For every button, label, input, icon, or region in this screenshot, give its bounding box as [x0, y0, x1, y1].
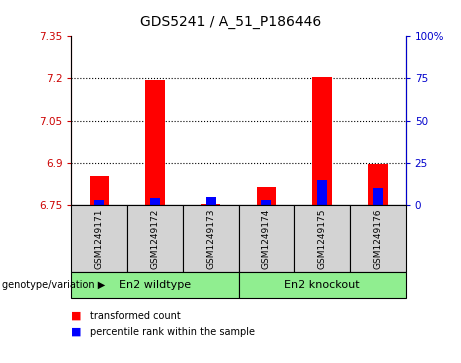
Bar — [201, 204, 220, 205]
Bar — [206, 197, 216, 205]
Text: ■: ■ — [71, 327, 82, 337]
Bar — [317, 180, 327, 205]
Text: En2 wildtype: En2 wildtype — [119, 280, 191, 290]
Text: GSM1249173: GSM1249173 — [206, 208, 215, 269]
Text: ■: ■ — [71, 311, 82, 321]
Bar — [373, 188, 383, 205]
Text: percentile rank within the sample: percentile rank within the sample — [90, 327, 255, 337]
Text: genotype/variation ▶: genotype/variation ▶ — [2, 280, 106, 290]
Text: GDS5241 / A_51_P186446: GDS5241 / A_51_P186446 — [140, 15, 321, 29]
Text: transformed count: transformed count — [90, 311, 181, 321]
Text: GSM1249176: GSM1249176 — [373, 208, 382, 269]
Bar — [261, 200, 272, 205]
Text: GSM1249175: GSM1249175 — [318, 208, 327, 269]
Bar — [313, 77, 332, 205]
Bar — [145, 80, 165, 205]
Bar — [257, 187, 276, 205]
Bar — [368, 164, 388, 205]
Text: GSM1249171: GSM1249171 — [95, 208, 104, 269]
Text: GSM1249172: GSM1249172 — [150, 208, 160, 269]
Bar — [89, 176, 109, 205]
Bar — [95, 200, 104, 205]
Text: GSM1249174: GSM1249174 — [262, 208, 271, 269]
Bar — [150, 198, 160, 205]
Text: En2 knockout: En2 knockout — [284, 280, 360, 290]
